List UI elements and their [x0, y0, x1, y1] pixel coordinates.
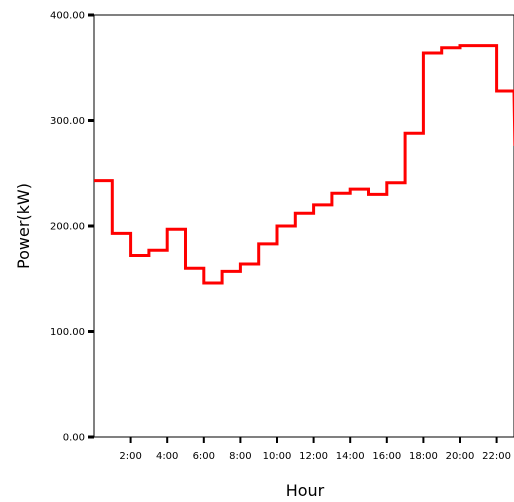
plot-frame [93, 14, 514, 438]
x-axis-title: Hour [286, 481, 325, 500]
x-axis-ticks: 2:00 4:00 6:00 8:00 10:00 12:00 14:00 16:00 18:0… [119, 437, 511, 462]
y-tick-label: 300.00 [50, 116, 85, 127]
y-axis-title: Power(kW) [14, 183, 33, 269]
power-step-line [94, 44, 514, 285]
y-tick-label: 100.00 [50, 327, 85, 338]
x-tick-label: 8:00 [229, 451, 251, 462]
x-tick-label: 10:00 [263, 451, 292, 462]
series-layer [94, 44, 514, 285]
x-tick-label: 18:00 [409, 451, 438, 462]
x-tick-label: 20:00 [446, 451, 475, 462]
y-axis-ticks: 0.00 100.00 200.00 300.00 400.00 [50, 11, 94, 444]
x-tick-label: 14:00 [336, 451, 365, 462]
x-tick-label: 2:00 [119, 451, 141, 462]
y-tick-label: 0.00 [63, 433, 85, 444]
x-tick-label: 12:00 [299, 451, 328, 462]
x-tick-label: 22:00 [482, 451, 511, 462]
x-tick-label: 6:00 [193, 451, 215, 462]
y-tick-label: 400.00 [50, 11, 85, 22]
y-tick-label: 200.00 [50, 222, 85, 233]
x-tick-label: 4:00 [156, 451, 178, 462]
x-tick-label: 16:00 [372, 451, 401, 462]
